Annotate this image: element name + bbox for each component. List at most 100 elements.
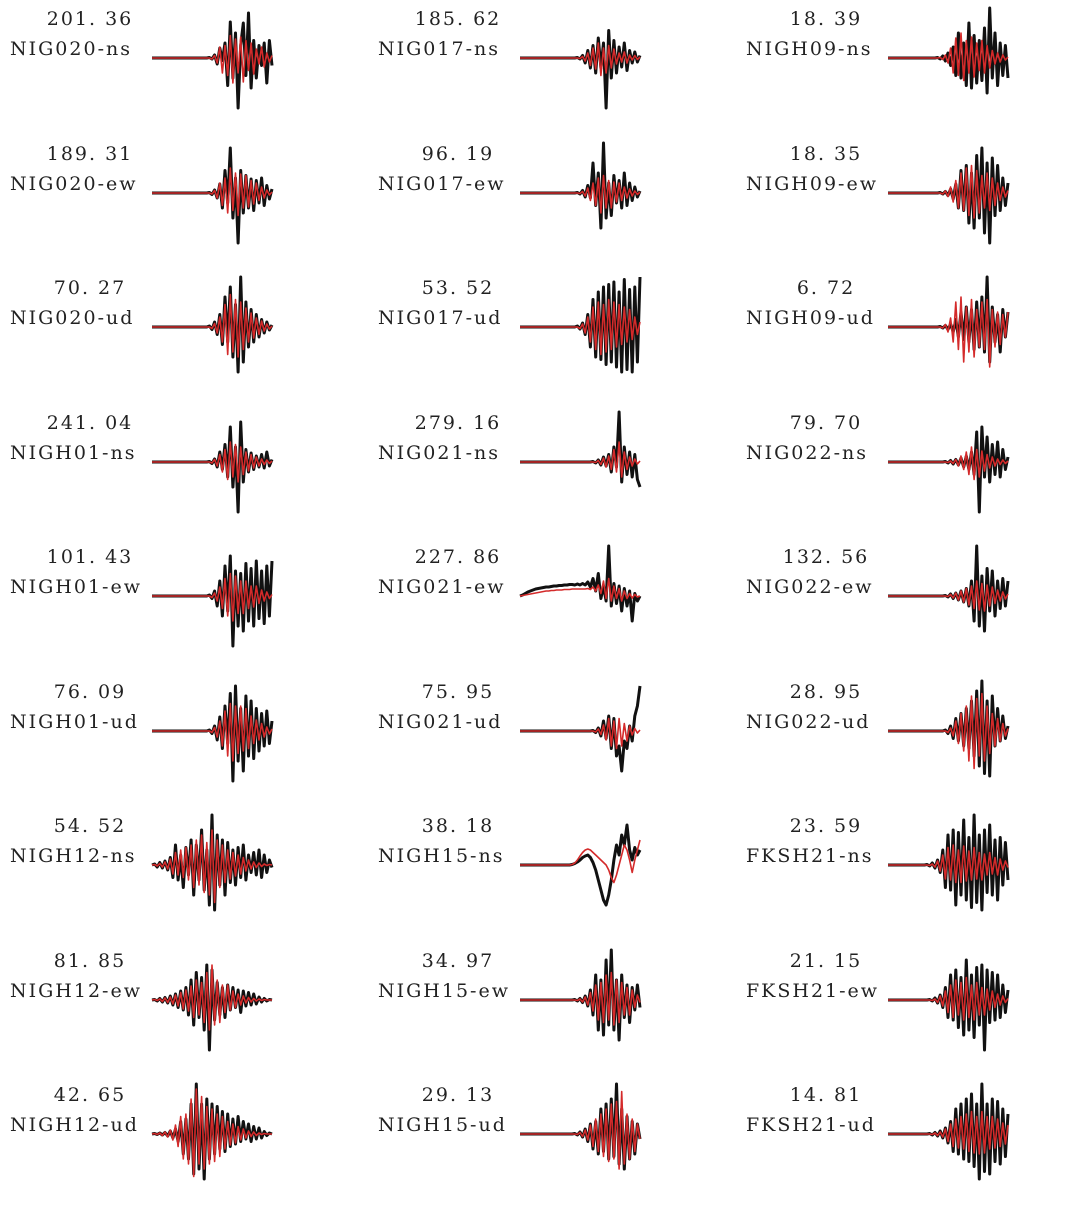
synthetic-waveform-line — [151, 963, 272, 1031]
station-component-label: FKSH21-ns — [746, 845, 874, 867]
waveform-plot — [888, 958, 1010, 1051]
synthetic-waveform-line — [888, 844, 1009, 884]
waveform-plot — [520, 276, 642, 374]
synthetic-waveform-line — [520, 174, 641, 214]
waveform-plot — [520, 685, 642, 772]
station-component-label: NIG022-ns — [746, 441, 868, 464]
peak-amplitude-label: 132. 56 — [782, 546, 870, 568]
synthetic-waveform-line — [520, 717, 641, 749]
peak-amplitude-label: 81. 85 — [53, 949, 127, 972]
waveform-plot — [151, 1082, 273, 1181]
waveform-plot — [520, 141, 642, 229]
synthetic-waveform-line — [520, 298, 641, 356]
peak-amplitude-label: 241. 04 — [46, 411, 134, 434]
station-component-label: NIGH09-ew — [746, 172, 878, 195]
synthetic-waveform-line — [520, 42, 641, 77]
waveform-panel: 6. 72 NIGH09-ud — [736, 269, 1069, 403]
waveform-panel: 227. 86 NIG021-ew — [368, 538, 724, 672]
waveform-panel: 14. 81 FKSH21-ud — [736, 1076, 1069, 1210]
station-component-label: FKSH21-ud — [746, 1114, 876, 1136]
observed-waveform-line — [152, 11, 274, 110]
station-component-label: NIG020-ud — [10, 307, 135, 329]
peak-amplitude-label: 18. 39 — [789, 8, 863, 30]
observed-waveform-line — [152, 275, 274, 374]
waveform-panel: 70. 27 NIG020-ud — [0, 269, 356, 403]
synthetic-waveform-line — [152, 166, 273, 216]
station-component-label: NIG017-ud — [378, 307, 503, 329]
peak-amplitude-label: 185. 62 — [414, 8, 502, 30]
synthetic-waveform-line — [888, 976, 1009, 1021]
waveform-plot — [152, 684, 274, 782]
peak-amplitude-label: 29. 13 — [421, 1084, 495, 1106]
waveform-panel: 29. 13 NIGH15-ud — [368, 1076, 724, 1210]
station-component-label: NIGH15-ud — [378, 1114, 507, 1136]
waveform-panel: 34. 97 NIGH15-ew — [368, 942, 724, 1076]
observed-waveform-line — [520, 276, 642, 374]
waveform-panel: 75. 95 NIG021-ud — [368, 673, 724, 807]
synthetic-waveform-line — [520, 1090, 641, 1170]
waveform-panel: 21. 15 FKSH21-ew — [736, 942, 1069, 1076]
waveform-panel: 189. 31 NIG020-ew — [0, 135, 356, 269]
waveform-plot — [520, 823, 642, 907]
synthetic-waveform-line — [888, 1110, 1009, 1155]
peak-amplitude-label: 201. 36 — [46, 8, 134, 30]
waveform-panel: 101. 43 NIGH01-ew — [0, 538, 356, 672]
waveform-panel: 279. 16 NIG021-ns — [368, 404, 724, 538]
synthetic-waveform-line — [151, 1088, 272, 1178]
station-component-label: NIG022-ew — [746, 576, 874, 598]
waveform-plot — [888, 544, 1010, 633]
waveform-plot — [151, 813, 274, 912]
waveform-plot — [152, 146, 274, 244]
synthetic-waveform-line — [151, 829, 273, 904]
peak-amplitude-label: 79. 70 — [789, 411, 863, 434]
waveform-panel: 79. 70 NIG022-ns — [736, 404, 1069, 538]
station-component-label: FKSH21-ew — [746, 979, 880, 1002]
station-component-label: NIG017-ns — [378, 38, 500, 60]
waveform-plot — [888, 146, 1010, 244]
waveform-panel: 18. 39 NIGH09-ns — [736, 0, 1069, 134]
observed-waveform-line — [888, 6, 1010, 95]
waveform-plot — [888, 679, 1010, 777]
waveform-plot — [520, 29, 642, 110]
waveform-panel: 38. 18 NIGH15-ns — [368, 807, 724, 941]
station-component-label: NIGH15-ew — [378, 979, 510, 1002]
waveform-plot — [519, 544, 642, 623]
peak-amplitude-label: 21. 15 — [789, 949, 863, 972]
waveform-plot — [520, 1082, 642, 1171]
synthetic-waveform-line — [888, 164, 1009, 219]
synthetic-waveform-line — [520, 839, 641, 884]
peak-amplitude-label: 23. 59 — [789, 815, 863, 837]
synthetic-waveform-line — [888, 692, 1009, 769]
station-component-label: NIG021-ns — [378, 441, 500, 464]
station-component-label: NIG021-ud — [378, 710, 503, 733]
station-component-label: NIG021-ew — [378, 576, 506, 598]
station-component-label: NIG017-ew — [378, 172, 506, 195]
observed-waveform-line — [888, 425, 1010, 513]
peak-amplitude-label: 75. 95 — [421, 680, 495, 703]
observed-waveform-line — [888, 1082, 1010, 1181]
synthetic-waveform-line — [519, 577, 641, 602]
station-component-label: NIG020-ns — [10, 38, 132, 60]
observed-waveform-line — [888, 813, 1010, 912]
station-component-label: NIGH01-ew — [10, 576, 142, 598]
waveform-panel: 96. 19 NIG017-ew — [368, 135, 724, 269]
waveform-panel: 76. 09 NIGH01-ud — [0, 673, 356, 807]
synthetic-waveform-line — [152, 702, 273, 762]
synthetic-waveform-line — [888, 32, 1009, 82]
synthetic-waveform-line — [152, 34, 273, 84]
station-component-label: NIG020-ew — [10, 172, 138, 195]
waveform-panel: 28. 95 NIG022-ud — [736, 673, 1069, 807]
observed-waveform-line — [888, 679, 1010, 777]
synthetic-waveform-line — [152, 293, 273, 358]
synthetic-waveform-line — [520, 440, 641, 478]
synthetic-waveform-line — [888, 445, 1009, 480]
synthetic-waveform-line — [152, 440, 273, 483]
waveform-panel: 53. 52 NIG017-ud — [368, 269, 724, 403]
waveform-panel: 185. 62 NIG017-ns — [368, 0, 724, 134]
peak-amplitude-label: 101. 43 — [46, 546, 134, 568]
waveform-plot — [888, 813, 1010, 912]
waveform-panel: 23. 59 FKSH21-ns — [736, 807, 1069, 941]
peak-amplitude-label: 70. 27 — [53, 277, 127, 299]
waveform-panel: 241. 04 NIGH01-ns — [0, 404, 356, 538]
peak-amplitude-label: 279. 16 — [414, 411, 502, 434]
